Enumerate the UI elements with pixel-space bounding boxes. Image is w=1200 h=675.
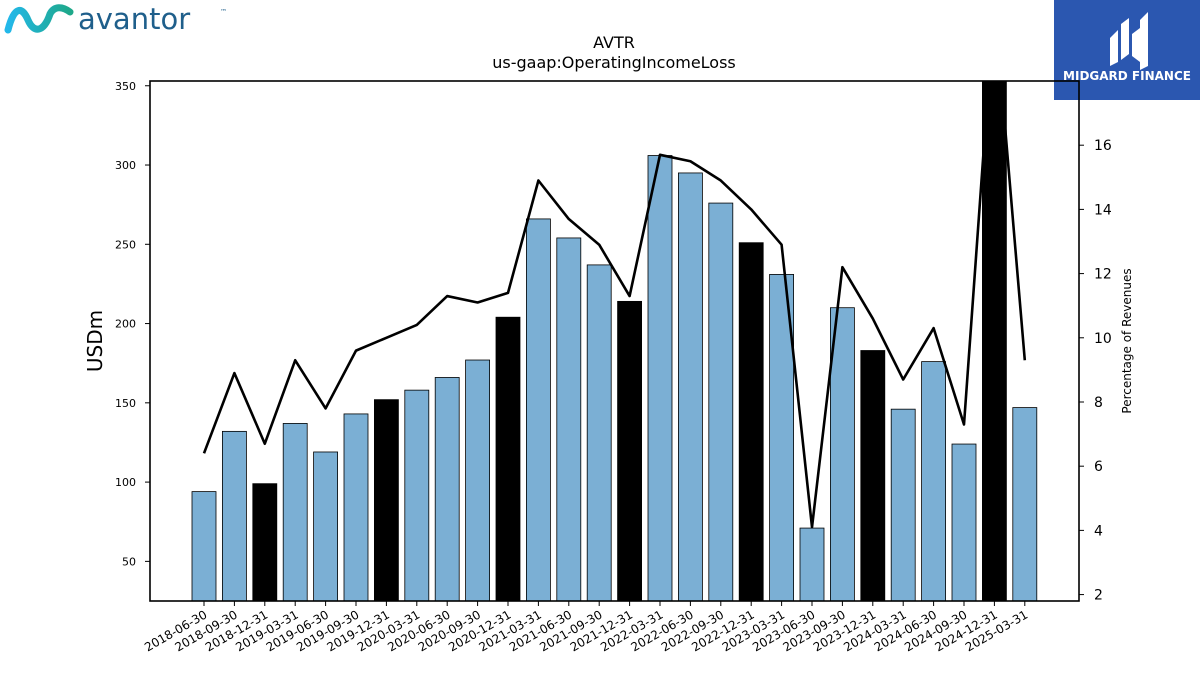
bar-2019-12-31	[373, 399, 399, 601]
bar-2024-03-31	[890, 408, 916, 601]
y-tick-label: 150	[115, 397, 136, 410]
bar-2022-06-30	[678, 172, 703, 601]
chart-title: AVTR	[593, 33, 635, 52]
bar-series	[191, 81, 1038, 601]
brand-tm: ™	[220, 8, 227, 16]
plot-frame	[149, 80, 1080, 602]
brand-name: avantor	[78, 2, 190, 36]
y-tick-label: 350	[115, 80, 136, 93]
y-tick-label: 100	[115, 476, 136, 489]
bar-2021-06-30	[556, 237, 582, 601]
bar-2020-12-31	[495, 316, 521, 601]
y-tick-label: 300	[115, 159, 136, 172]
x-axis: 2018-06-302018-09-302018-12-312019-03-31…	[142, 601, 1030, 654]
y-axis-label: USDm	[83, 310, 107, 372]
bar-2018-09-30	[221, 430, 247, 601]
bar-2024-06-30	[921, 361, 946, 601]
percentage-line-series	[202, 81, 1027, 529]
chart-subtitle: us-gaap:OperatingIncomeLoss	[492, 53, 736, 72]
bar-2020-03-31	[404, 389, 430, 601]
bar-2022-03-31	[647, 155, 673, 601]
y2-tick-label: 16	[1094, 138, 1112, 154]
bar-2019-09-30	[343, 413, 369, 601]
bar-2023-09-30	[830, 307, 855, 601]
y-tick-label: 200	[115, 318, 136, 331]
bar-2020-09-30	[465, 359, 491, 601]
bar-2021-03-31	[526, 218, 551, 601]
y-tick-label: 50	[122, 555, 136, 568]
avantor-logo: avantor ™	[4, 2, 234, 36]
bar-2024-09-30	[951, 443, 977, 601]
bar-2020-06-30	[434, 377, 460, 601]
bar-2023-12-31	[860, 350, 886, 601]
y2-axis-label: Percentage of Revenues	[1120, 268, 1134, 413]
bar-2019-06-30	[313, 451, 339, 601]
y2-tick-label: 2	[1094, 588, 1103, 604]
avantor-wave-icon: avantor ™	[4, 2, 227, 36]
bar-2022-09-30	[708, 202, 734, 601]
y2-tick-label: 14	[1094, 202, 1112, 218]
bar-2023-06-30	[799, 527, 825, 601]
bar-2025-03-31	[1012, 407, 1038, 601]
bar-2024-12-31	[982, 81, 1007, 601]
watermark-name: MIDGARD FINANCE	[1063, 69, 1191, 83]
midgard-logo-icon: MIDGARD FINANCE	[1063, 12, 1191, 83]
y-tick-label: 250	[115, 238, 136, 251]
y2-tick-label: 4	[1094, 523, 1103, 539]
y-axis-right: 2 4 6 8 10 12 14 16	[1079, 138, 1112, 604]
bar-2018-06-30	[191, 491, 217, 601]
bar-2021-09-30	[586, 264, 612, 601]
y2-tick-label: 6	[1094, 459, 1103, 475]
y2-tick-label: 8	[1094, 395, 1103, 411]
bar-2019-03-31	[282, 423, 308, 601]
y2-tick-label: 12	[1094, 267, 1112, 283]
y-axis-left: 50 100 150 200 250 300 350	[115, 80, 150, 568]
bar-2018-12-31	[252, 483, 278, 601]
percentage-line	[202, 81, 1027, 529]
y2-tick-label: 10	[1094, 331, 1112, 347]
bar-2022-12-31	[738, 242, 764, 601]
bar-2021-12-31	[617, 300, 642, 601]
